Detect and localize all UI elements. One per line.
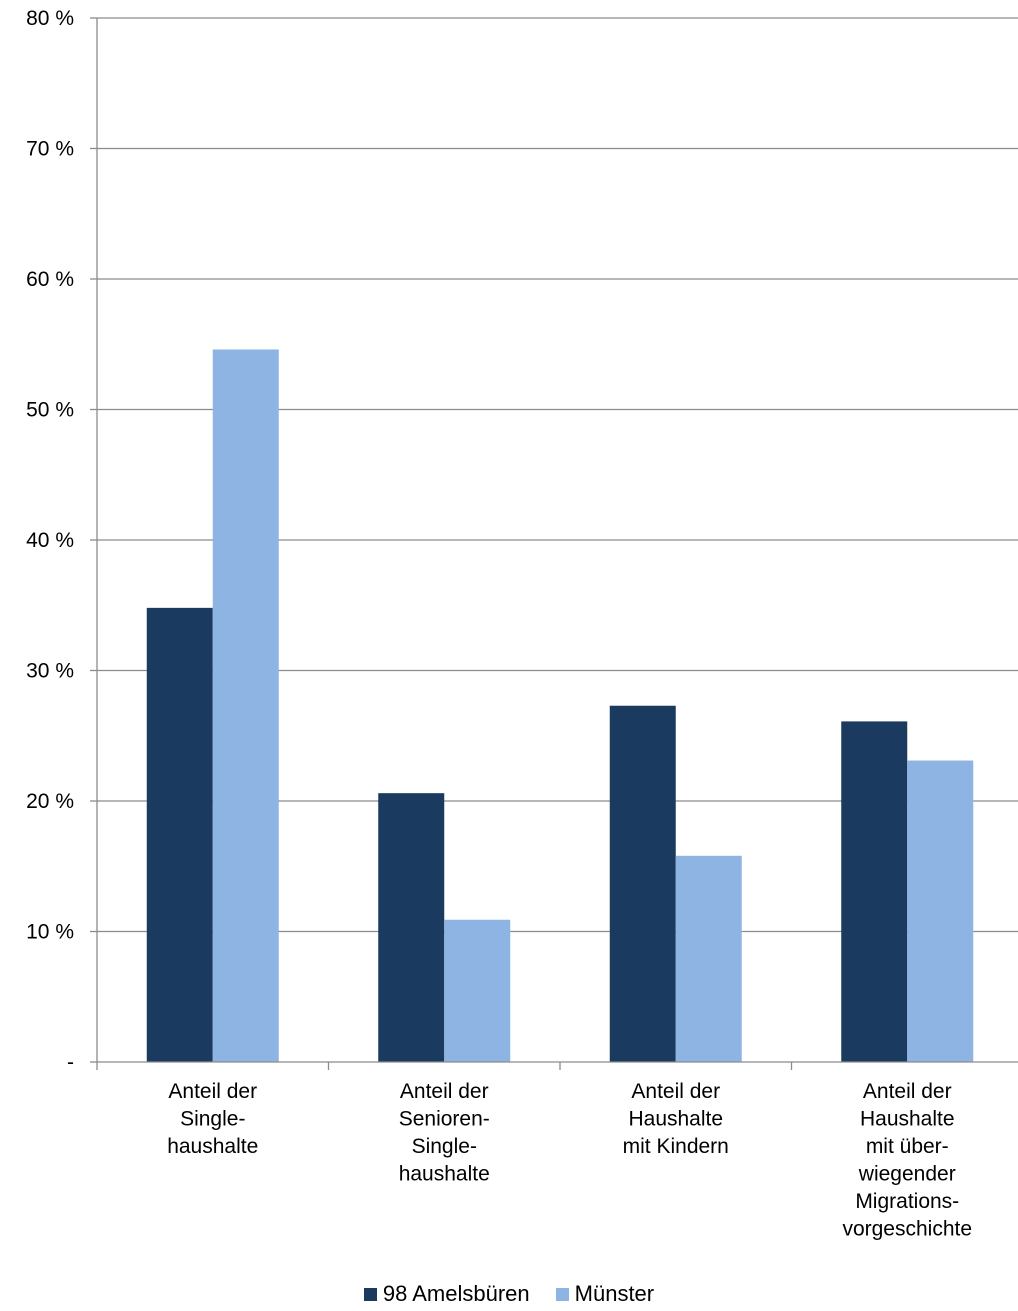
y-tick-label: 70 % — [26, 138, 74, 161]
legend: 98 Amelsbüren Münster — [0, 1279, 1018, 1309]
legend-swatch-muenster — [555, 1287, 569, 1301]
category-label: Anteil der Senioren-Single-haushalte — [399, 1080, 490, 1186]
bar-amelsbueren — [378, 793, 445, 1062]
y-tick-label: 50 % — [26, 399, 74, 422]
y-tick-label: - — [67, 1051, 74, 1074]
category-label: Anteil der Haushalte mit über-wiegender Mig… — [842, 1080, 972, 1241]
bar-muenster — [444, 919, 511, 1062]
bar-amelsbueren — [841, 721, 908, 1062]
bar-amelsbueren — [146, 607, 213, 1062]
bar-muenster — [907, 760, 974, 1062]
y-tick-labels: - 10 % 20 % 30 % 40 % 50 % 60 % 70 % 80 % — [26, 7, 74, 1074]
y-tick-label: 80 % — [26, 7, 74, 30]
y-tick-label: 40 % — [26, 529, 74, 552]
category-labels: Anteil der Single-haushalte Anteil der Seni… — [167, 1080, 972, 1241]
bars — [146, 349, 974, 1063]
legend-item-muenster: Münster — [555, 1281, 655, 1307]
axes — [90, 17, 1018, 1070]
category-label: Anteil der Haushalte mit Kindern — [623, 1080, 729, 1158]
legend-swatch-amelsbueren — [363, 1287, 377, 1301]
bar-amelsbueren — [609, 705, 676, 1062]
bar-muenster — [212, 349, 279, 1063]
category-label: Anteil der Single-haushalte — [167, 1080, 258, 1158]
legend-label-amelsbueren: 98 Amelsbüren — [382, 1281, 530, 1306]
y-tick-label: 10 % — [26, 921, 74, 944]
legend-item-amelsbueren: 98 Amelsbüren — [363, 1281, 530, 1307]
y-tick-label: 60 % — [26, 268, 74, 291]
bar-muenster — [675, 855, 742, 1062]
y-tick-label: 30 % — [26, 660, 74, 683]
y-tick-label: 20 % — [26, 790, 74, 813]
legend-label-muenster: Münster — [574, 1281, 655, 1306]
